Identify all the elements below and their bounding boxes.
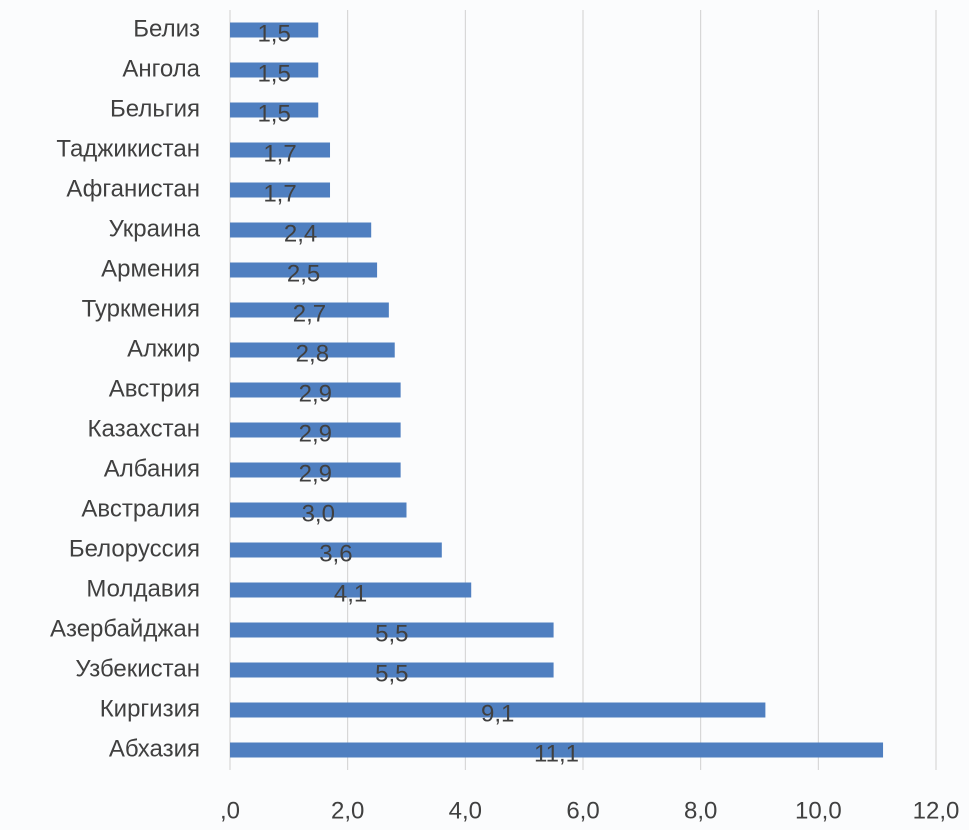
y-tick-label: Австралия xyxy=(81,495,200,522)
y-tick-label: Ангола xyxy=(122,55,200,82)
bar xyxy=(230,102,319,118)
data-label: 4,1 xyxy=(334,580,367,607)
data-label: 2,4 xyxy=(284,220,317,247)
data-label: 2,9 xyxy=(299,460,332,487)
x-tick-label: 12,0 xyxy=(913,797,960,824)
bar xyxy=(230,62,319,78)
y-tick-label: Узбекистан xyxy=(75,655,200,682)
data-label: 3,6 xyxy=(319,540,352,567)
y-tick-label: Афганистан xyxy=(66,175,200,202)
y-tick-label: Абхазия xyxy=(109,735,200,762)
y-tick-label: Казахстан xyxy=(88,415,200,442)
y-tick-label: Бельгия xyxy=(110,95,200,122)
data-label: 3,0 xyxy=(302,500,335,527)
bar xyxy=(230,302,389,318)
y-tick-label: Белоруссия xyxy=(69,535,200,562)
x-tick-label: 6,0 xyxy=(566,797,599,824)
y-tick-label: Армения xyxy=(101,255,200,282)
bar xyxy=(230,422,401,438)
y-tick-label: Албания xyxy=(104,455,200,482)
bar xyxy=(230,182,331,198)
bar xyxy=(230,742,884,758)
data-label: 1,5 xyxy=(257,60,290,87)
bar xyxy=(230,222,372,238)
y-tick-label: Киргизия xyxy=(100,695,200,722)
bar xyxy=(230,342,395,358)
y-tick-label: Австрия xyxy=(109,375,200,402)
data-label: 5,5 xyxy=(375,660,408,687)
y-tick-label: Алжир xyxy=(127,335,200,362)
bar xyxy=(230,262,378,278)
y-tick-label: Украина xyxy=(109,215,201,242)
bar xyxy=(230,382,401,398)
data-label: 2,5 xyxy=(287,260,320,287)
bar xyxy=(230,662,554,678)
data-label: 2,8 xyxy=(296,340,329,367)
y-tick-label: Туркмения xyxy=(82,295,200,322)
bar xyxy=(230,542,442,558)
x-tick-label: 2,0 xyxy=(331,797,364,824)
y-tick-label: Азербайджан xyxy=(50,615,200,642)
bar xyxy=(230,502,407,518)
bar xyxy=(230,142,331,158)
data-label: 1,5 xyxy=(257,100,290,127)
data-label: 2,9 xyxy=(299,420,332,447)
data-label: 2,9 xyxy=(299,380,332,407)
bar xyxy=(230,22,319,38)
bar xyxy=(230,582,472,598)
data-label: 5,5 xyxy=(375,620,408,647)
bar xyxy=(230,702,766,718)
data-label: 11,1 xyxy=(534,740,579,767)
y-tick-label: Таджикистан xyxy=(56,135,200,162)
data-label: 2,7 xyxy=(293,300,326,327)
data-label: 1,7 xyxy=(263,180,296,207)
data-label: 9,1 xyxy=(481,700,514,727)
x-tick-label: 4,0 xyxy=(449,797,482,824)
x-tick-label: 8,0 xyxy=(684,797,717,824)
y-tick-label: Белиз xyxy=(133,15,200,42)
bar xyxy=(230,462,401,478)
x-tick-label: 10,0 xyxy=(795,797,842,824)
data-label: 1,5 xyxy=(257,20,290,47)
x-tick-label: ,0 xyxy=(220,797,240,824)
data-label: 1,7 xyxy=(263,140,296,167)
bar xyxy=(230,622,554,638)
y-tick-label: Молдавия xyxy=(86,575,200,602)
